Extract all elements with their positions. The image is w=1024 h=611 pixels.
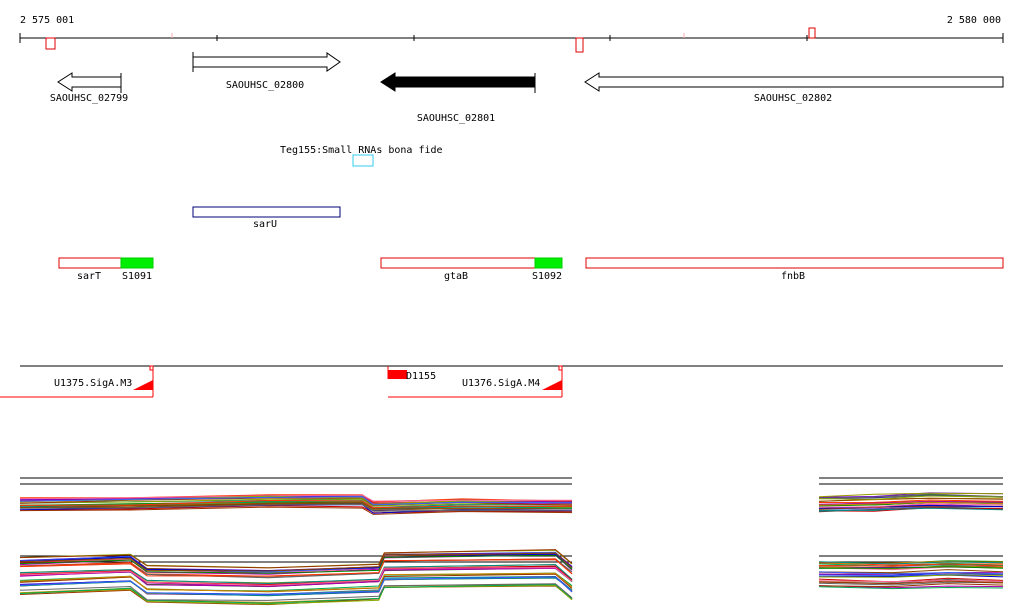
gene-arrow-reverse-filled [380, 72, 536, 92]
segment-u1375[interactable]: U1375.SigA.M3 [0, 365, 154, 398]
feature-sarU[interactable]: sarU [192, 206, 341, 230]
gene-saouhsc-02800[interactable]: SAOUHSC_02800 [192, 52, 341, 91]
gene-label: SAOUHSC_02802 [754, 93, 832, 104]
gene-arrow-forward [192, 52, 341, 72]
expression-profile-line [818, 493, 1004, 499]
expression-profile-line [818, 571, 1004, 575]
feature-label: gtaB [444, 271, 468, 282]
expression-panel-right [818, 477, 1004, 590]
expression-profile-line [818, 569, 1004, 574]
expression-profile-line [818, 495, 1004, 500]
segment-u1376[interactable]: U1376.SigA.M4 [388, 365, 563, 398]
expression-profile-line [19, 567, 573, 586]
segment-track: U1375.SigA.M3 D1155 U1376.SigA.M4 [0, 365, 1003, 398]
expression-profile-line [818, 561, 1004, 565]
ruler-marker [575, 37, 584, 53]
gene-track: SAOUHSC_02799 SAOUHSC_02800 SAOUHSC_0280… [50, 52, 1004, 124]
expression-profile-line [818, 500, 1004, 505]
ruler-end-label: 2 580 000 [947, 15, 1001, 26]
feature-box-green [120, 257, 154, 269]
segment-marker [542, 380, 562, 390]
expression-profile-line [818, 507, 1004, 512]
ruler-markers [45, 27, 816, 53]
expression-profile-line [818, 499, 1004, 503]
gene-arrow-reverse [57, 72, 122, 92]
ruler-ticks [19, 33, 1004, 43]
expression-profile-line [818, 504, 1004, 509]
expression-profile-line [19, 498, 573, 507]
feature-label: sarU [253, 219, 277, 230]
gene-arrow-reverse [584, 72, 1004, 92]
feature-track: sarT S1091 gtaB S1092 fnbB [58, 257, 1004, 282]
expression-profile-line [19, 583, 573, 601]
expression-profile-line [19, 583, 573, 604]
gene-label: SAOUHSC_02800 [226, 80, 304, 91]
expression-profile-line [19, 499, 573, 509]
ruler-start-label: 2 575 001 [20, 15, 74, 26]
srna-track: Teg155:Small RNAs bona fide [280, 145, 443, 167]
feature-sarT[interactable]: sarT [58, 257, 122, 282]
expression-profile-line [818, 497, 1004, 502]
feature-label: sarT [77, 271, 101, 282]
segment-marker [388, 370, 407, 379]
expression-profile-line [818, 492, 1004, 498]
expression-profile-line [818, 577, 1004, 583]
expression-profile-line [19, 506, 573, 515]
feature-fnbB[interactable]: fnbB [585, 257, 1004, 282]
srna-label: Teg155:Small RNAs bona fide [280, 145, 443, 156]
feature-box [58, 257, 122, 269]
expression-profile-line [19, 554, 573, 574]
expression-profile-line [19, 549, 573, 569]
segment-label: U1375.SigA.M3 [54, 378, 132, 389]
feature-gtaB[interactable]: gtaB [380, 257, 536, 282]
coordinate-ruler: 2 575 001 2 580 000 [19, 15, 1004, 53]
feature-label: S1092 [532, 271, 562, 282]
expression-profile-line [818, 580, 1004, 585]
expression-profile-lines [19, 477, 573, 606]
ruler-marker [808, 27, 816, 39]
segment-d1155[interactable]: D1155 [387, 366, 436, 382]
gene-label: SAOUHSC_02801 [417, 113, 495, 124]
expression-profile-line [818, 579, 1004, 583]
expression-profile-line [818, 563, 1004, 567]
expression-profile-line [19, 503, 573, 512]
feature-label: S1091 [122, 271, 152, 282]
segment-label: U1376.SigA.M4 [462, 378, 540, 389]
expression-profile-line [818, 581, 1004, 586]
expression-profile-line [818, 501, 1004, 506]
expression-profile-line [19, 494, 572, 502]
feature-box [585, 257, 1004, 269]
expression-profile-lines [818, 477, 1004, 590]
segment-label: D1155 [406, 371, 436, 382]
expression-profile-line [818, 566, 1004, 569]
feature-s1092[interactable]: S1092 [532, 257, 563, 282]
expression-profile-line [19, 564, 573, 585]
feature-s1091[interactable]: S1091 [120, 257, 154, 282]
feature-box [380, 257, 536, 269]
segment-marker [133, 380, 153, 390]
expression-profile-line [818, 583, 1004, 588]
feature-box [192, 206, 341, 218]
expression-profile-line [19, 576, 573, 596]
gene-saouhsc-02801[interactable]: SAOUHSC_02801 [380, 72, 536, 124]
expression-profile-line [19, 496, 573, 506]
gene-saouhsc-02799[interactable]: SAOUHSC_02799 [50, 72, 128, 104]
srna-feature-teg155[interactable] [352, 154, 374, 167]
expression-profile-line [818, 586, 1004, 590]
expression-profile-line [19, 552, 573, 572]
expression-profile-line [818, 574, 1004, 578]
gene-saouhsc-02802[interactable]: SAOUHSC_02802 [584, 72, 1004, 104]
expression-profile-line [19, 584, 573, 605]
expression-panel-left [19, 477, 573, 606]
ruler-marker [45, 37, 56, 50]
feature-label: fnbB [781, 271, 805, 282]
feature-box-green [534, 257, 563, 269]
expression-profile-line [19, 572, 573, 592]
expression-profile-line [818, 503, 1004, 508]
expression-profile-line [19, 559, 573, 577]
expression-profile-line [19, 502, 573, 510]
gene-label: SAOUHSC_02799 [50, 93, 128, 104]
